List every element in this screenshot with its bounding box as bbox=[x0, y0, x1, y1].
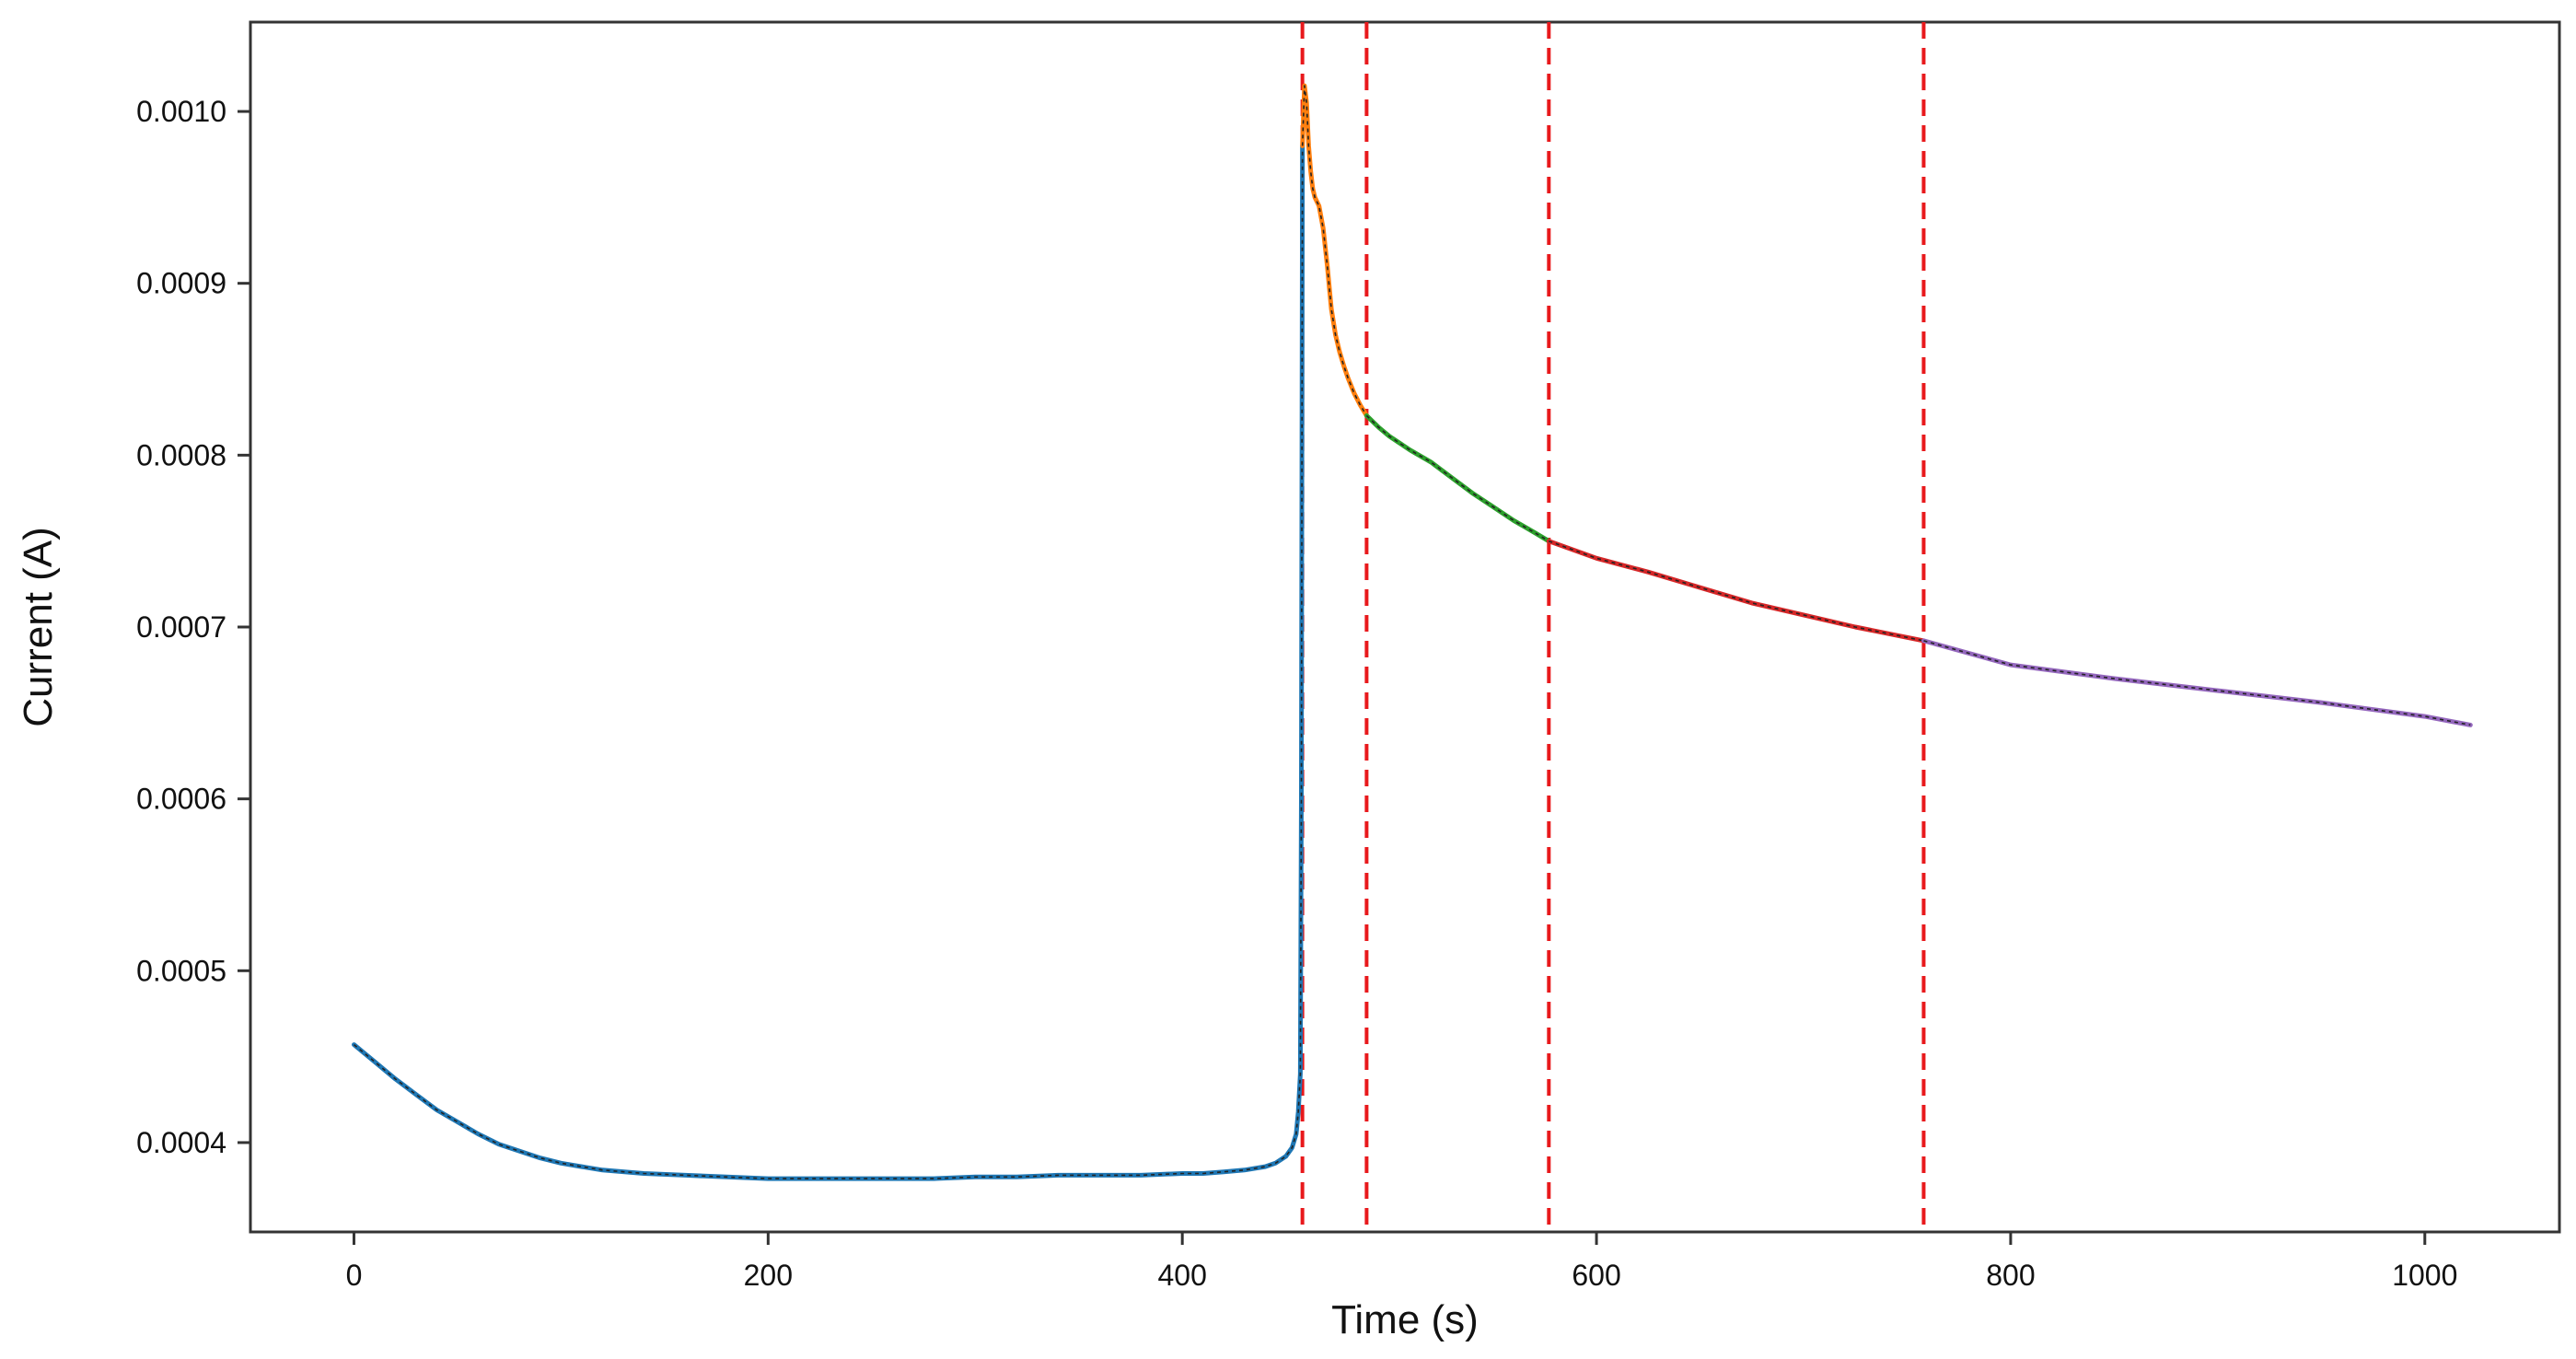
y-tick-label: 0.0004 bbox=[136, 1126, 226, 1159]
series-fit-line bbox=[1301, 85, 1368, 416]
series-fit-line bbox=[353, 145, 1304, 1179]
y-axis: 0.0004 0.0005 0.0006 0.0007 0.0008 0.0009 0.00… bbox=[136, 95, 250, 1159]
x-axis: 0 200 400 600 800 1000 bbox=[346, 1232, 2457, 1292]
y-axis-title: Current (A) bbox=[16, 527, 61, 727]
y-tick-label: 0.0006 bbox=[136, 783, 226, 816]
series-line bbox=[1363, 412, 1551, 544]
x-tick-label: 800 bbox=[1986, 1259, 2035, 1292]
plot-frame bbox=[249, 20, 2561, 1234]
vertical-markers bbox=[1300, 22, 1926, 1232]
y-tick-label: 0.0005 bbox=[136, 954, 226, 987]
x-tick-label: 200 bbox=[744, 1259, 793, 1292]
x-tick-label: 1000 bbox=[2392, 1259, 2457, 1292]
x-tick-label: 0 bbox=[346, 1259, 363, 1292]
y-tick-label: 0.0009 bbox=[136, 267, 226, 300]
series-line bbox=[1300, 83, 1369, 418]
x-tick-label: 600 bbox=[1572, 1259, 1620, 1292]
series-fit-line bbox=[1923, 640, 2471, 726]
data-series bbox=[352, 83, 2473, 1181]
series-line bbox=[1921, 638, 2473, 727]
y-tick-label: 0.0010 bbox=[136, 95, 226, 128]
series-line bbox=[352, 143, 1305, 1181]
series-line bbox=[1546, 539, 1926, 644]
x-axis-title: Time (s) bbox=[1331, 1297, 1479, 1342]
y-tick-label: 0.0008 bbox=[136, 438, 226, 471]
series-fit-line bbox=[1365, 414, 1549, 542]
series-fit-line bbox=[1549, 540, 1924, 642]
y-tick-label: 0.0007 bbox=[136, 610, 226, 644]
x-tick-label: 400 bbox=[1158, 1259, 1207, 1292]
